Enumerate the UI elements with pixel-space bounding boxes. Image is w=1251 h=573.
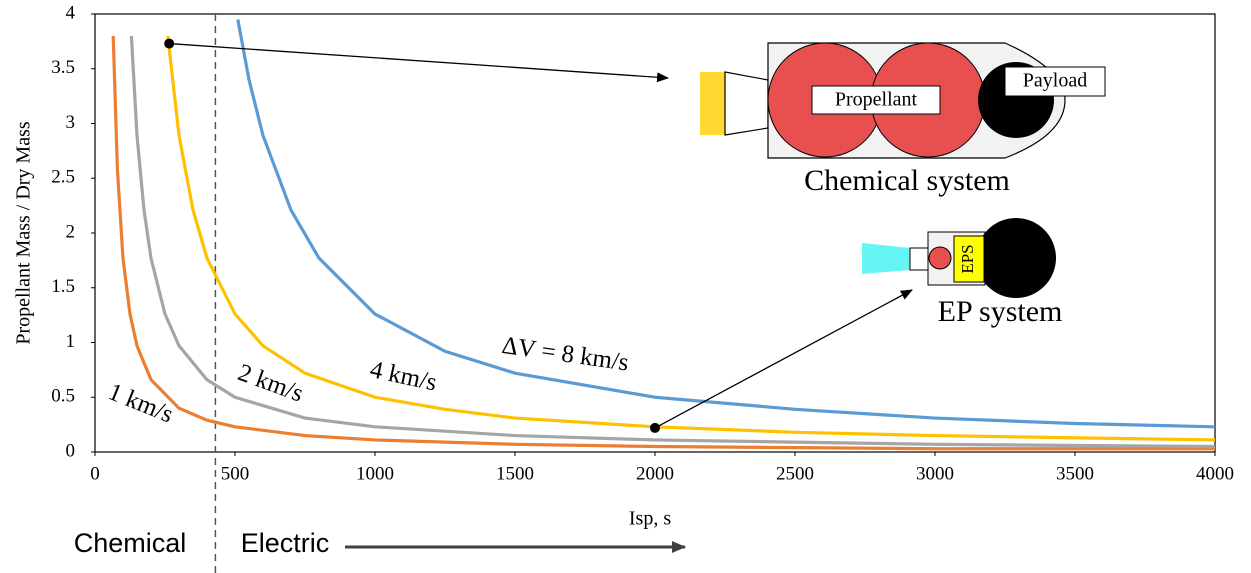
y-tick-label: 4	[66, 2, 76, 23]
y-tick-label: 3	[66, 112, 76, 133]
y-axis-label: Propellant Mass / Dry Mass	[13, 121, 35, 345]
series-group	[111, 19, 1215, 451]
series-label: 1 km/s	[104, 378, 177, 428]
ep-diagram: EPS EP system	[862, 218, 1062, 328]
plume	[862, 243, 910, 274]
propellant-label: Propellant	[835, 89, 918, 111]
chemical-label: Chemical	[74, 528, 187, 558]
x-tick-label: 1000	[356, 463, 394, 484]
tank	[928, 246, 952, 270]
y-tick-label: 2.5	[51, 167, 75, 188]
ep-system-label: EP system	[938, 295, 1063, 328]
x-tick-label: 2500	[776, 463, 814, 484]
x-tick-label: 2000	[636, 463, 674, 484]
chemical-system-label: Chemical system	[804, 164, 1010, 197]
nozzle	[724, 71, 769, 136]
y-tick-label: 1	[66, 331, 76, 352]
series-label: 4 km/s	[368, 356, 440, 396]
chemical-diagram: Propellant Payload Chemical system	[700, 42, 1106, 197]
nozzle	[909, 247, 929, 271]
x-tick-label: 0	[90, 463, 100, 484]
y-tick-label: 0	[66, 440, 76, 461]
x-axis-label: Isp, s	[629, 508, 671, 530]
x-tick-label: 4000	[1196, 463, 1234, 484]
eps-box	[953, 235, 985, 283]
label-box	[811, 85, 941, 115]
y-tick-label: 3.5	[51, 57, 75, 78]
pointer-arrow	[654, 289, 913, 429]
marker-point	[164, 38, 175, 49]
pointer-arrow	[169, 42, 669, 83]
x-tick-label: 3500	[1056, 463, 1094, 484]
label-box	[1004, 66, 1106, 97]
x-tick-label: 1500	[496, 463, 534, 484]
marker-point	[650, 422, 660, 433]
eps-label: EPS	[958, 244, 977, 273]
y-tick-label: 2	[66, 221, 76, 242]
x-tick-label: 500	[221, 463, 250, 484]
y-tick-label: 0.5	[51, 386, 75, 407]
series-line	[129, 35, 1215, 449]
series-line	[236, 19, 1215, 429]
electric-label: Electric	[241, 528, 330, 558]
series-label: ΔV = 8 km/s	[500, 332, 630, 377]
x-tick-label: 3000	[916, 463, 954, 484]
payload-ball	[976, 218, 1056, 298]
payload-label: Payload	[1023, 70, 1087, 92]
plume	[700, 72, 725, 135]
series-line	[111, 35, 1215, 451]
y-tick-label: 1.5	[51, 276, 75, 297]
series-line	[166, 35, 1215, 442]
